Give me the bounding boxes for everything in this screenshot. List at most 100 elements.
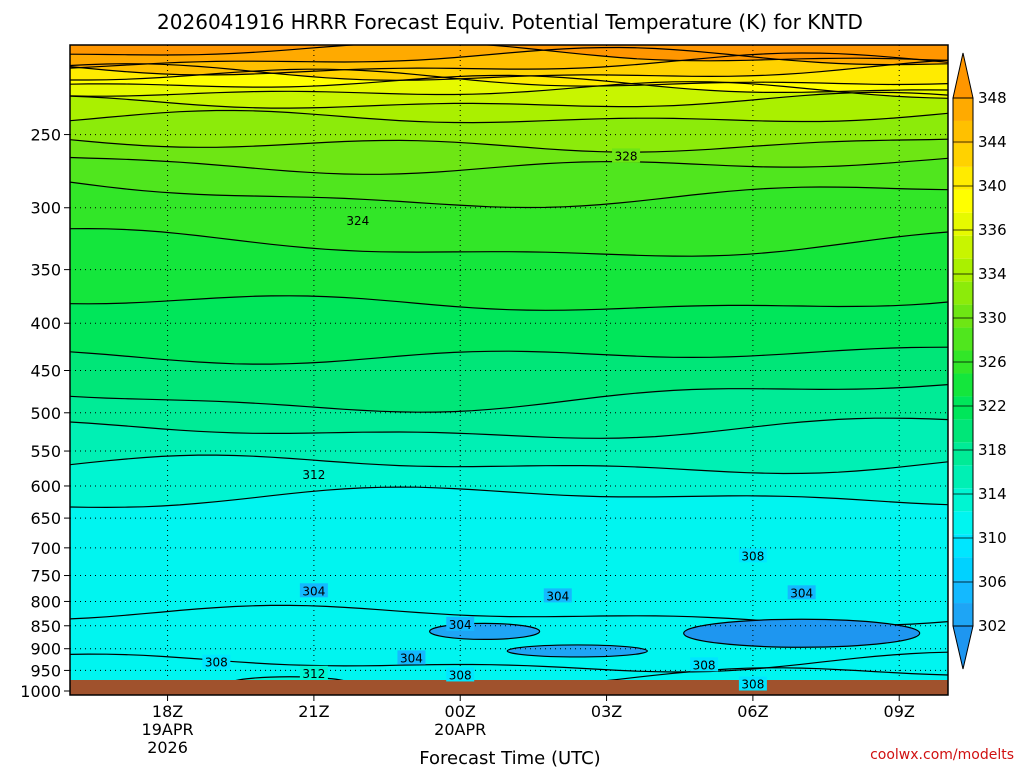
colorbar-label: 330 — [978, 309, 1007, 327]
y-tick-label: 1000 — [20, 682, 61, 701]
colorbar-band-340 — [953, 166, 973, 190]
colorbar-band-342 — [953, 143, 973, 167]
colorbar-band-310 — [953, 511, 973, 535]
colorbar-band-302 — [953, 603, 973, 626]
credit-text: coolwx.com/modelts — [870, 747, 1014, 763]
contour-line-312 — [70, 486, 948, 509]
contour-cell-304b — [506, 644, 648, 658]
colorbar-band-346 — [953, 98, 973, 121]
contour-line-330 — [70, 138, 948, 153]
contour-label-text: 324 — [346, 214, 369, 228]
y-tick-label: 550 — [30, 442, 61, 461]
contour-cell-304 — [429, 622, 541, 641]
contour-label-4: 304 — [299, 583, 328, 598]
y-tick-label: 250 — [30, 126, 61, 145]
colorbar-label: 344 — [978, 133, 1007, 151]
contour-label-text: 312 — [302, 667, 325, 681]
contour-label-2: 312 — [299, 467, 328, 482]
x-tick-sublabel: 20APR — [434, 720, 486, 739]
colorbar-band-338 — [953, 189, 973, 213]
contour-label-text: 308 — [449, 668, 472, 682]
contour-label-text: 304 — [790, 586, 813, 600]
contour-label-text: 304 — [449, 618, 472, 632]
colorbar-band-334 — [953, 235, 973, 259]
y-axis: 250 300 350 400 450 500 550 600 650 700 750 800 850 9… — [20, 126, 70, 701]
contour-label-text: 308 — [693, 658, 716, 672]
contour-label-8: 304 — [397, 650, 426, 665]
y-tick-label: 850 — [30, 617, 61, 636]
contour-label-text: 308 — [741, 678, 764, 692]
x-axis-label: Forecast Time (UTC) — [419, 748, 600, 768]
contour-label-11: 308 — [446, 667, 475, 682]
contour-line-328 — [70, 156, 948, 175]
contour-label-6: 304 — [787, 585, 816, 600]
colorbar-band-316 — [953, 442, 973, 466]
colorbar-label: 336 — [978, 221, 1007, 239]
contour-label-text: 312 — [302, 468, 325, 482]
x-tick-label: 06Z — [737, 702, 768, 721]
colorbar-label: 340 — [978, 177, 1007, 195]
contour-label-7: 304 — [446, 616, 475, 632]
x-tick-label: 03Z — [591, 702, 622, 721]
colorbar-band-306 — [953, 557, 973, 581]
colorbar-label: 318 — [978, 441, 1007, 459]
contour-line-324 — [70, 227, 948, 257]
colorbar-band-328 — [953, 304, 973, 328]
contour-label-12: 308 — [690, 657, 719, 672]
x-tick-label: 09Z — [884, 702, 915, 721]
colorbar: 348 344 340 336 334 330 326 322 318 314 310 306 302 — [952, 52, 1007, 670]
colorbar-band-336 — [953, 212, 973, 236]
x-tick-sublabel: 2026 — [147, 738, 188, 757]
colorbar-band-344 — [953, 120, 973, 144]
colorbar-label: 310 — [978, 529, 1007, 547]
colorbar-label: 326 — [978, 353, 1007, 371]
colorbar-band-332 — [953, 258, 973, 282]
colorbar-label: 314 — [978, 485, 1007, 503]
contour-label-text: 304 — [400, 651, 423, 665]
y-tick-label: 450 — [30, 361, 61, 380]
contour-label-text: 308 — [205, 656, 228, 670]
colorbar-label: 348 — [978, 89, 1007, 107]
contour-label-1: 324 — [343, 212, 372, 228]
contour-line-336 — [70, 81, 948, 99]
colorbar-band-314 — [953, 465, 973, 489]
ground-strip — [70, 680, 948, 695]
y-tick-label: 500 — [30, 404, 61, 423]
y-tick-label: 300 — [30, 199, 61, 218]
contour-line-326 — [70, 181, 948, 209]
contour-line-314 — [70, 454, 948, 475]
contour-line-322 — [70, 295, 948, 311]
contour-line-348 — [70, 45, 948, 62]
colorbar-top-arrow — [952, 52, 974, 99]
colorbar-band-308 — [953, 534, 973, 558]
y-tick-label: 800 — [30, 592, 61, 611]
colorbar-label: 334 — [978, 265, 1007, 283]
colorbar-band-326 — [953, 327, 973, 351]
y-tick-label: 350 — [30, 261, 61, 280]
contour-label-text: 308 — [741, 549, 764, 563]
colorbar-band-312 — [953, 488, 973, 512]
x-tick-label: 00Z — [445, 702, 476, 721]
contour-line-334 — [70, 91, 948, 109]
y-tick-label: 950 — [30, 661, 61, 680]
contour-fill — [70, 45, 948, 695]
y-tick-label: 700 — [30, 539, 61, 558]
contour-line-344 — [70, 52, 948, 76]
contour-label-text: 328 — [615, 149, 638, 163]
colorbar-band-318 — [953, 419, 973, 443]
chart-title: 2026041916 HRRR Forecast Equiv. Potentia… — [157, 10, 863, 34]
contour-label-text: 304 — [302, 584, 325, 598]
colorbar-label: 322 — [978, 397, 1007, 415]
contour-line-342 — [70, 59, 948, 81]
colorbar-band-320 — [953, 396, 973, 420]
x-tick-label: 18Z — [152, 702, 183, 721]
y-tick-label: 750 — [30, 567, 61, 586]
contour-line-346 — [70, 46, 948, 69]
contour-line-332 — [70, 109, 948, 124]
contour-cell-302 — [683, 618, 921, 648]
contour-line-316 — [70, 417, 948, 439]
colorbar-band-330 — [953, 281, 973, 305]
y-tick-label: 600 — [30, 477, 61, 496]
